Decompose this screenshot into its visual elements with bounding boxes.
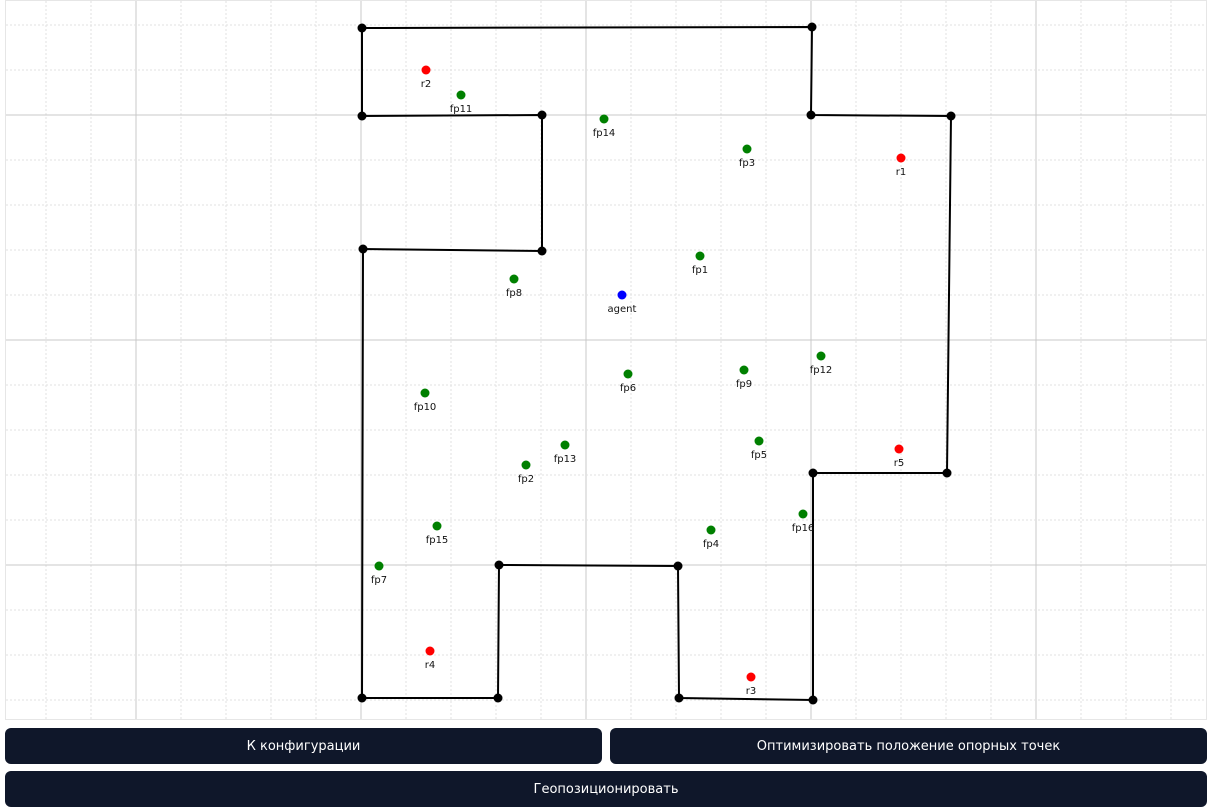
fingerprint-marker[interactable] xyxy=(374,561,384,571)
fingerprint-marker[interactable] xyxy=(560,440,570,450)
reference-point[interactable]: r5 xyxy=(894,444,904,470)
fingerprint-point[interactable]: fp12 xyxy=(810,351,833,377)
fingerprint-point[interactable]: fp1 xyxy=(692,251,708,277)
fingerprint-label: fp10 xyxy=(414,402,437,413)
fingerprint-point[interactable]: fp13 xyxy=(554,440,577,466)
fingerprint-label: fp7 xyxy=(371,575,387,586)
reference-point[interactable]: r4 xyxy=(425,646,435,672)
fingerprint-point[interactable]: fp14 xyxy=(593,114,616,140)
fingerprint-label: fp9 xyxy=(736,379,752,390)
wall-vertex[interactable] xyxy=(807,22,817,32)
fingerprint-marker[interactable] xyxy=(509,274,519,284)
fingerprint-marker[interactable] xyxy=(599,114,609,124)
fingerprint-point[interactable]: fp15 xyxy=(426,521,449,547)
reference-label: r2 xyxy=(421,79,431,90)
fingerprint-marker[interactable] xyxy=(816,351,826,361)
fingerprint-marker[interactable] xyxy=(521,460,531,470)
fingerprint-marker[interactable] xyxy=(432,521,442,531)
floor-plan-svg[interactable]: r2 fp11 fp14 fp3 r1 fp1 fp8 agent fp12 fp9 fp6 fp10… xyxy=(6,1,1206,719)
reference-marker[interactable] xyxy=(896,153,906,163)
wall-vertex[interactable] xyxy=(357,693,367,703)
fingerprint-marker[interactable] xyxy=(695,251,705,261)
fingerprint-marker[interactable] xyxy=(420,388,430,398)
wall-vertex[interactable] xyxy=(358,244,368,254)
wall-vertex[interactable] xyxy=(942,468,952,478)
map-points: r2 fp11 fp14 fp3 r1 fp1 fp8 agent fp12 fp9 fp6 fp10… xyxy=(371,65,906,698)
optimize-anchor-points-button[interactable]: Оптимизировать положение опорных точек xyxy=(610,728,1207,764)
agent-label: agent xyxy=(608,304,637,315)
fingerprint-label: fp2 xyxy=(518,474,534,485)
fingerprint-label: fp12 xyxy=(810,365,833,376)
fingerprint-point[interactable]: fp8 xyxy=(506,274,522,300)
fingerprint-point[interactable]: fp16 xyxy=(792,509,815,535)
reference-point[interactable]: r2 xyxy=(421,65,431,91)
reference-point[interactable]: r3 xyxy=(746,672,756,698)
fingerprint-marker[interactable] xyxy=(739,365,749,375)
reference-label: r1 xyxy=(896,167,906,178)
fingerprint-label: fp14 xyxy=(593,128,616,139)
floor-plan-canvas[interactable]: r2 fp11 fp14 fp3 r1 fp1 fp8 agent fp12 fp9 fp6 fp10… xyxy=(5,0,1207,720)
wall-vertex[interactable] xyxy=(808,695,818,705)
reference-marker[interactable] xyxy=(425,646,435,656)
fingerprint-label: fp6 xyxy=(620,383,636,394)
fingerprint-label: fp4 xyxy=(703,539,719,550)
fingerprint-marker[interactable] xyxy=(798,509,808,519)
reference-label: r5 xyxy=(894,458,904,469)
grid xyxy=(6,1,1206,719)
agent-point[interactable]: agent xyxy=(608,290,637,316)
to-configuration-button[interactable]: К конфигурации xyxy=(5,728,602,764)
wall-vertex[interactable] xyxy=(674,693,684,703)
reference-marker[interactable] xyxy=(894,444,904,454)
wall-vertex[interactable] xyxy=(537,246,547,256)
fingerprint-label: fp11 xyxy=(450,104,473,115)
reference-label: r3 xyxy=(746,686,756,697)
fingerprint-marker[interactable] xyxy=(742,144,752,154)
wall-vertex[interactable] xyxy=(357,23,367,33)
agent-marker[interactable] xyxy=(617,290,627,300)
fingerprint-label: fp16 xyxy=(792,523,815,534)
wall-vertex[interactable] xyxy=(808,468,818,478)
fingerprint-label: fp1 xyxy=(692,265,708,276)
wall-vertex[interactable] xyxy=(357,111,367,121)
fingerprint-label: fp15 xyxy=(426,535,449,546)
geoposition-button[interactable]: Геопозиционировать xyxy=(5,771,1207,807)
fingerprint-point[interactable]: fp7 xyxy=(371,561,387,587)
walls xyxy=(357,22,956,705)
fingerprint-label: fp13 xyxy=(554,454,577,465)
wall-vertex[interactable] xyxy=(806,110,816,120)
fingerprint-marker[interactable] xyxy=(706,525,716,535)
reference-point[interactable]: r1 xyxy=(896,153,906,179)
wall-vertex[interactable] xyxy=(673,561,683,571)
fingerprint-point[interactable]: fp6 xyxy=(620,369,636,395)
wall-vertex[interactable] xyxy=(946,111,956,121)
fingerprint-point[interactable]: fp10 xyxy=(414,388,437,414)
fingerprint-marker[interactable] xyxy=(754,436,764,446)
reference-marker[interactable] xyxy=(746,672,756,682)
wall-vertex[interactable] xyxy=(493,693,503,703)
wall-outline xyxy=(360,25,953,702)
reference-label: r4 xyxy=(425,660,435,671)
fingerprint-marker[interactable] xyxy=(456,90,466,100)
fingerprint-point[interactable]: fp9 xyxy=(736,365,752,391)
wall-vertex[interactable] xyxy=(537,110,547,120)
fingerprint-label: fp5 xyxy=(751,450,767,461)
fingerprint-marker[interactable] xyxy=(623,369,633,379)
fingerprint-label: fp8 xyxy=(506,288,522,299)
fingerprint-point[interactable]: fp5 xyxy=(751,436,767,462)
reference-marker[interactable] xyxy=(421,65,431,75)
fingerprint-label: fp3 xyxy=(739,158,755,169)
wall-vertex[interactable] xyxy=(494,560,504,570)
fingerprint-point[interactable]: fp2 xyxy=(518,460,534,486)
fingerprint-point[interactable]: fp3 xyxy=(739,144,755,170)
fingerprint-point[interactable]: fp4 xyxy=(703,525,719,551)
fingerprint-point[interactable]: fp11 xyxy=(450,90,473,116)
